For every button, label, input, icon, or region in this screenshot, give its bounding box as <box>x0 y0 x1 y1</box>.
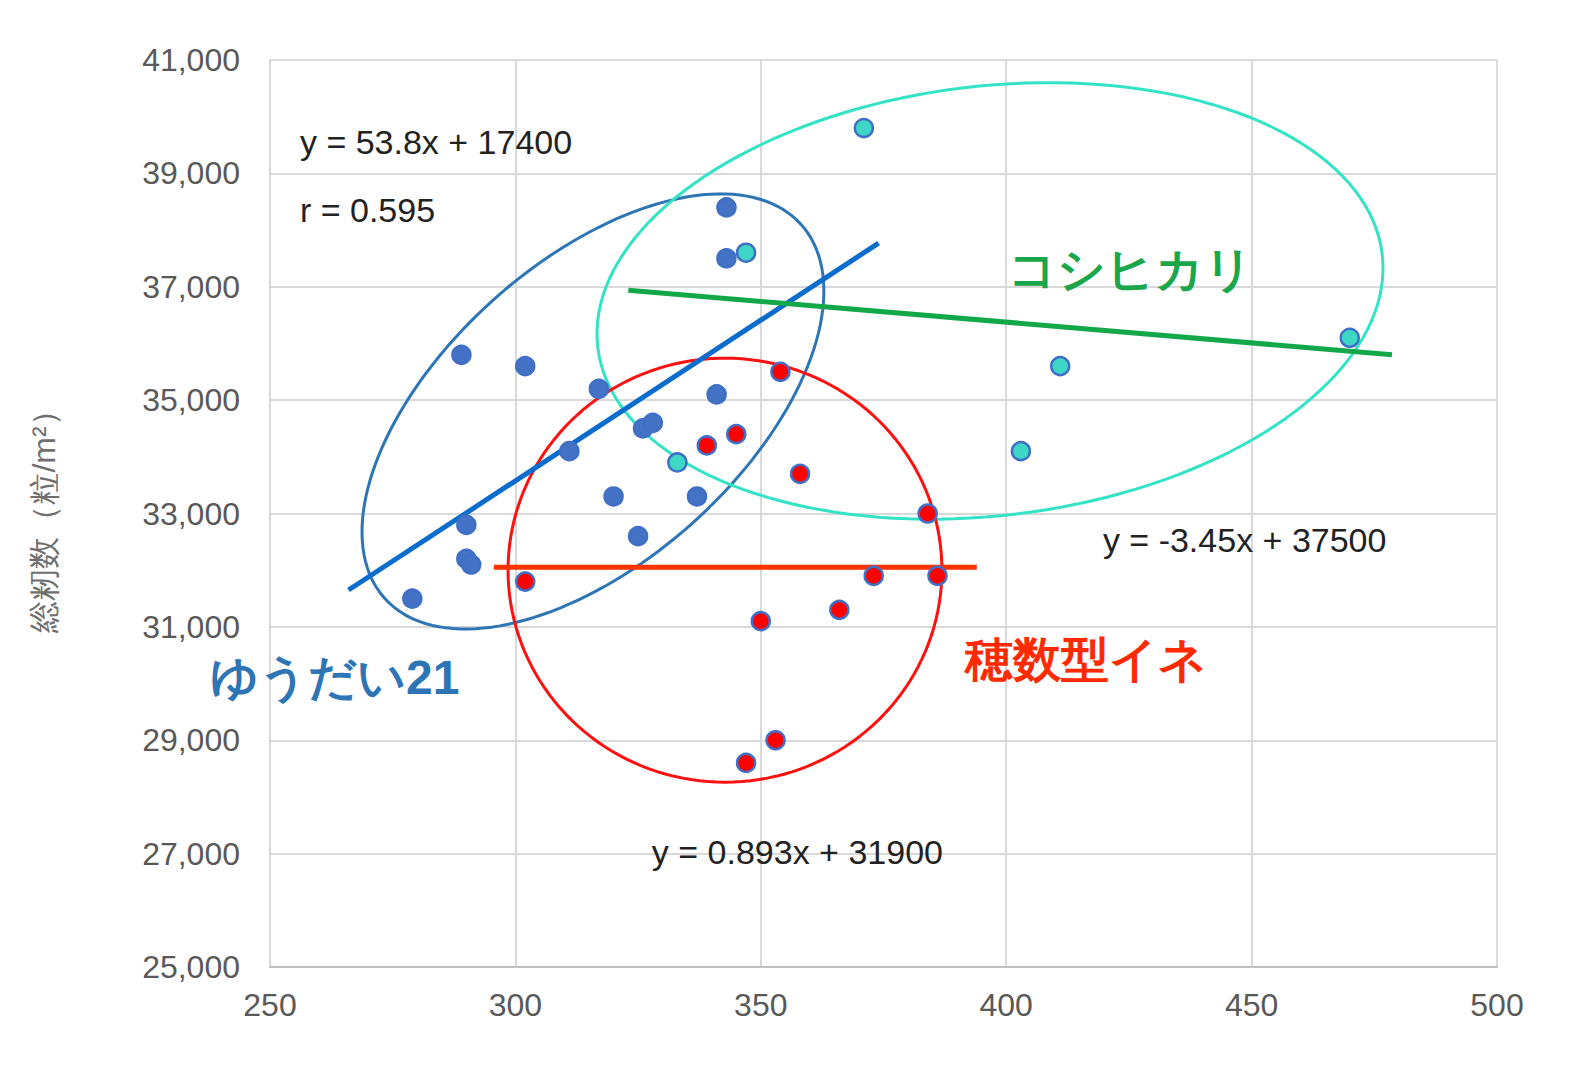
svg-text:450: 450 <box>1225 987 1278 1023</box>
svg-text:500: 500 <box>1470 987 1523 1023</box>
svg-text:コシヒカリ: コシヒカリ <box>1008 243 1253 296</box>
svg-text:300: 300 <box>489 987 542 1023</box>
svg-text:35,000: 35,000 <box>142 382 240 418</box>
svg-text:33,000: 33,000 <box>142 496 240 532</box>
svg-text:y = -3.45x + 37500: y = -3.45x + 37500 <box>1103 521 1387 559</box>
svg-text:y = 0.893x + 31900: y = 0.893x + 31900 <box>652 833 943 871</box>
svg-text:穂数型イネ: 穂数型イネ <box>963 633 1207 686</box>
svg-text:y = 53.8x + 17400: y = 53.8x + 17400 <box>300 123 572 161</box>
svg-text:37,000: 37,000 <box>142 269 240 305</box>
svg-text:400: 400 <box>980 987 1033 1023</box>
svg-text:総籾数（粒/m²）: 総籾数（粒/m²） <box>26 394 62 633</box>
svg-text:r = 0.595: r = 0.595 <box>300 191 435 229</box>
svg-text:27,000: 27,000 <box>142 836 240 872</box>
svg-text:31,000: 31,000 <box>142 609 240 645</box>
svg-text:25,000: 25,000 <box>142 949 240 985</box>
svg-text:39,000: 39,000 <box>142 155 240 191</box>
svg-text:29,000: 29,000 <box>142 722 240 758</box>
svg-text:41,000: 41,000 <box>142 42 240 78</box>
svg-text:350: 350 <box>734 987 787 1023</box>
svg-text:250: 250 <box>243 987 296 1023</box>
svg-text:ゆうだい21: ゆうだい21 <box>210 651 459 705</box>
